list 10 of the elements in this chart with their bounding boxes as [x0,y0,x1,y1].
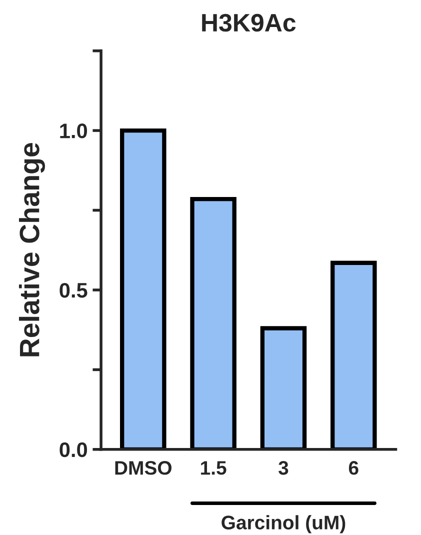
y-tick-label: 0.0 [60,442,87,458]
y-tick-label: 0.5 [60,282,88,298]
chart-title: H3K9Ac [202,14,296,32]
x-tick-label: DMSO [115,461,172,475]
x-tick-label: 6 [348,461,358,475]
y-tick-label: 1.0 [60,124,87,138]
x-tick-label: 3 [278,461,288,475]
text: Garcinol (uM) [222,515,346,534]
y-axis-title: Relative Change [18,142,45,356]
x-tick-label: 1.5 [201,461,226,475]
